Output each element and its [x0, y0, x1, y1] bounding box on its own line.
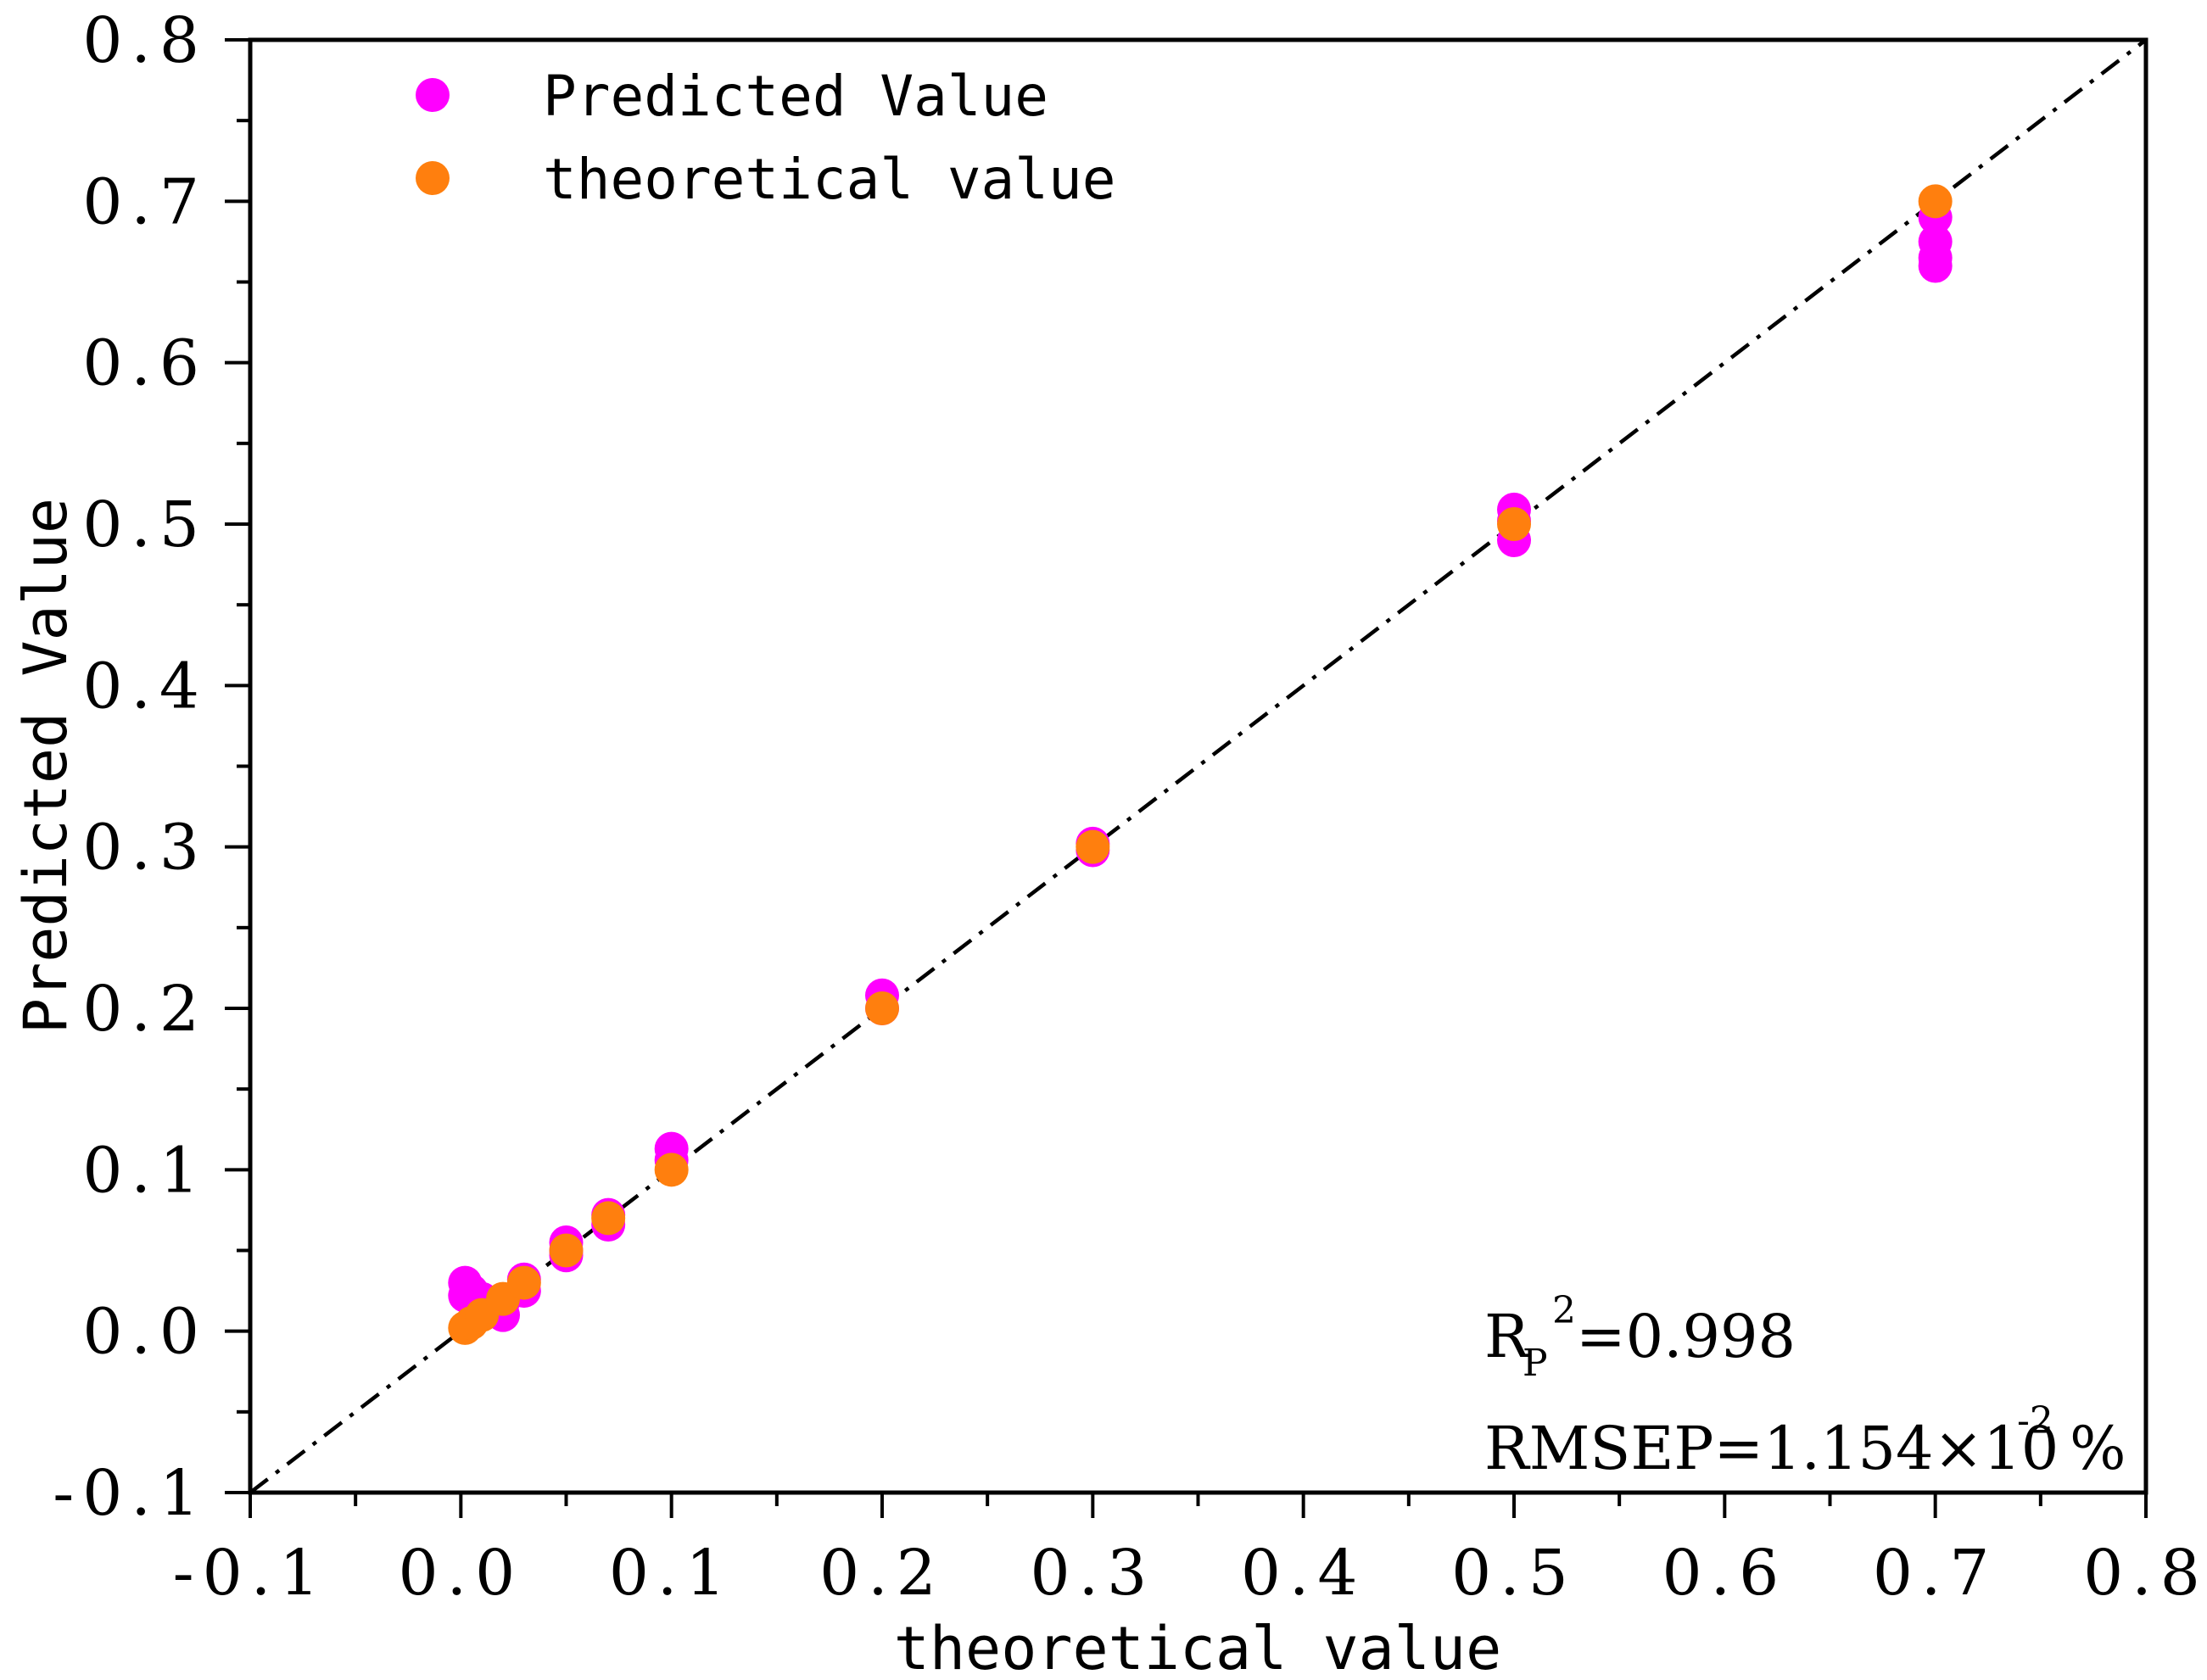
y-tick-label: 0.8 [82, 4, 208, 77]
r2-subscript: P [1523, 1342, 1548, 1385]
data-points [448, 184, 1953, 1345]
y-tick-label: 0.7 [82, 165, 208, 238]
legend-marker-predicted [416, 78, 450, 112]
x-tick-label: 0.1 [609, 1537, 735, 1610]
y-tick-label: 0.1 [82, 1134, 208, 1207]
theoretical-point [591, 1201, 626, 1236]
x-tick-label: 0.5 [1451, 1537, 1577, 1610]
x-tick-label: 0.4 [1241, 1537, 1366, 1610]
x-axis-tick-labels: -0.1 0.0 0.1 0.2 0.3 0.4 0.5 0.6 0.7 0.8 [173, 1537, 2207, 1610]
r2-annotation: R P 2 =0.998 [1484, 1289, 1796, 1385]
predicted-point [1918, 248, 1953, 283]
rmsep-text: RMSEP=1.154×10 [1484, 1414, 2059, 1483]
r2-letter: R [1484, 1302, 1531, 1371]
rmsep-exponent: -2 [2017, 1399, 2053, 1443]
y-tick-label: 0.2 [82, 973, 208, 1046]
theoretical-point [654, 1153, 689, 1187]
x-axis-title: theoretical value [894, 1614, 1501, 1680]
legend: Predicted Value theoretical value [416, 64, 1116, 212]
x-axis-ticks [249, 1493, 2148, 1518]
rmsep-unit: % [2070, 1414, 2126, 1483]
y-tick-label: 0.3 [82, 812, 208, 885]
legend-marker-theoretical [416, 161, 450, 195]
y-tick-label: 0.5 [82, 488, 208, 561]
r2-superscript: 2 [1552, 1289, 1576, 1332]
y-axis-ticks [225, 38, 250, 1494]
legend-label-predicted: Predicted Value [543, 64, 1048, 129]
x-tick-label: -0.1 [173, 1537, 328, 1610]
y-tick-label: 0.0 [82, 1296, 208, 1369]
theoretical-point [506, 1265, 541, 1300]
theoretical-point [865, 991, 899, 1025]
r2-value: =0.998 [1576, 1302, 1796, 1371]
y-axis-title: Predicted Value [11, 498, 81, 1034]
x-tick-label: 0.7 [1873, 1537, 1998, 1610]
y-tick-label: -0.1 [53, 1457, 208, 1530]
y-tick-label: 0.4 [82, 650, 208, 723]
theoretical-point [1918, 184, 1953, 219]
x-tick-label: 0.8 [2083, 1537, 2207, 1610]
x-tick-label: 0.3 [1030, 1537, 1155, 1610]
x-tick-label: 0.6 [1662, 1537, 1787, 1610]
legend-label-theoretical: theoretical value [543, 147, 1116, 212]
y-axis-tick-labels: -0.1 0.0 0.1 0.2 0.3 0.4 0.5 0.6 0.7 0.8 [53, 4, 208, 1530]
theoretical-point [1076, 829, 1110, 864]
y-tick-label: 0.6 [82, 327, 208, 400]
x-tick-label: 0.0 [398, 1537, 523, 1610]
theoretical-point [1497, 507, 1531, 541]
x-tick-label: 0.2 [819, 1537, 945, 1610]
rmsep-annotation: RMSEP=1.154×10 -2 % [1484, 1399, 2126, 1483]
theoretical-point [549, 1233, 584, 1268]
